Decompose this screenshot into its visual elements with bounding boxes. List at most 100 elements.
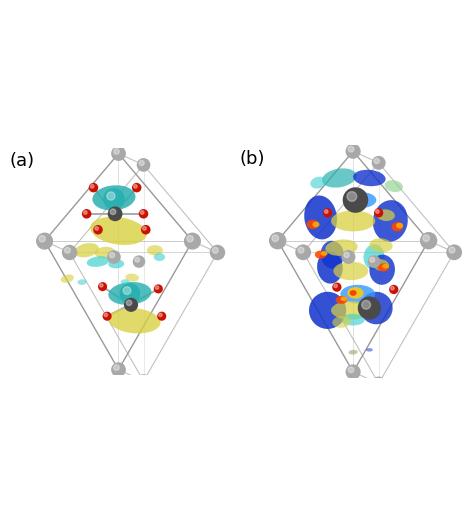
Ellipse shape [348,350,358,354]
Circle shape [139,161,144,166]
Ellipse shape [353,170,386,186]
Ellipse shape [331,210,375,232]
Ellipse shape [109,308,161,334]
Ellipse shape [377,263,389,271]
Circle shape [358,296,381,320]
Ellipse shape [307,220,319,229]
Ellipse shape [109,282,151,305]
Circle shape [111,362,126,377]
Circle shape [348,146,354,152]
Ellipse shape [332,316,351,328]
Circle shape [141,225,151,235]
Circle shape [108,206,122,221]
Circle shape [109,253,115,258]
Circle shape [370,257,374,262]
Ellipse shape [147,245,163,255]
Circle shape [143,226,146,230]
Circle shape [374,159,379,164]
Circle shape [64,248,70,253]
Circle shape [368,255,381,268]
Circle shape [372,377,386,391]
Ellipse shape [347,287,364,299]
Circle shape [123,286,131,294]
Circle shape [111,146,126,161]
Circle shape [332,282,341,292]
Ellipse shape [396,223,403,228]
Circle shape [348,367,354,372]
Circle shape [347,192,357,202]
Ellipse shape [341,314,365,325]
Circle shape [36,233,53,250]
Ellipse shape [154,253,165,261]
Circle shape [269,232,286,249]
Circle shape [323,208,332,218]
Text: (a): (a) [9,152,35,170]
Ellipse shape [350,193,366,205]
Circle shape [103,188,125,210]
Circle shape [341,250,356,264]
Ellipse shape [315,251,327,258]
Ellipse shape [95,247,115,258]
Ellipse shape [92,185,136,210]
Circle shape [139,377,144,382]
Circle shape [137,158,150,172]
Circle shape [374,379,379,384]
Circle shape [124,298,138,312]
Ellipse shape [90,217,147,245]
Ellipse shape [366,348,373,352]
Circle shape [343,188,368,213]
Circle shape [139,209,148,219]
Circle shape [210,244,225,260]
Circle shape [135,257,140,262]
Circle shape [159,313,162,316]
Ellipse shape [331,301,371,320]
Circle shape [375,210,379,213]
Ellipse shape [108,260,124,268]
Circle shape [187,236,193,242]
Ellipse shape [360,292,392,324]
Ellipse shape [376,209,395,221]
Circle shape [107,250,121,264]
Ellipse shape [304,195,337,239]
Circle shape [107,192,115,200]
Circle shape [110,209,116,214]
Ellipse shape [382,264,389,268]
Circle shape [344,252,349,257]
Ellipse shape [320,251,328,256]
Circle shape [334,284,337,287]
Circle shape [140,211,144,214]
Circle shape [89,183,98,192]
Circle shape [391,286,394,290]
Circle shape [98,282,107,291]
Circle shape [95,226,99,230]
Ellipse shape [125,274,139,281]
Ellipse shape [87,256,109,267]
Ellipse shape [350,290,356,296]
Circle shape [298,247,304,253]
Circle shape [133,255,145,268]
Circle shape [362,300,371,309]
Circle shape [127,300,132,306]
Circle shape [114,365,119,370]
Circle shape [346,143,361,159]
Circle shape [83,211,87,214]
Circle shape [132,183,141,192]
Circle shape [114,149,119,154]
Ellipse shape [340,285,375,304]
Circle shape [446,244,462,260]
Circle shape [212,248,218,253]
Circle shape [134,184,137,188]
Ellipse shape [344,192,376,208]
Circle shape [104,313,108,316]
Ellipse shape [340,296,347,301]
Ellipse shape [369,255,395,285]
Ellipse shape [312,222,319,227]
Ellipse shape [322,168,356,188]
Ellipse shape [392,222,403,232]
Circle shape [39,236,46,242]
Circle shape [137,374,150,388]
Ellipse shape [373,259,389,271]
Ellipse shape [320,241,344,268]
Circle shape [100,284,103,287]
Circle shape [423,235,429,241]
